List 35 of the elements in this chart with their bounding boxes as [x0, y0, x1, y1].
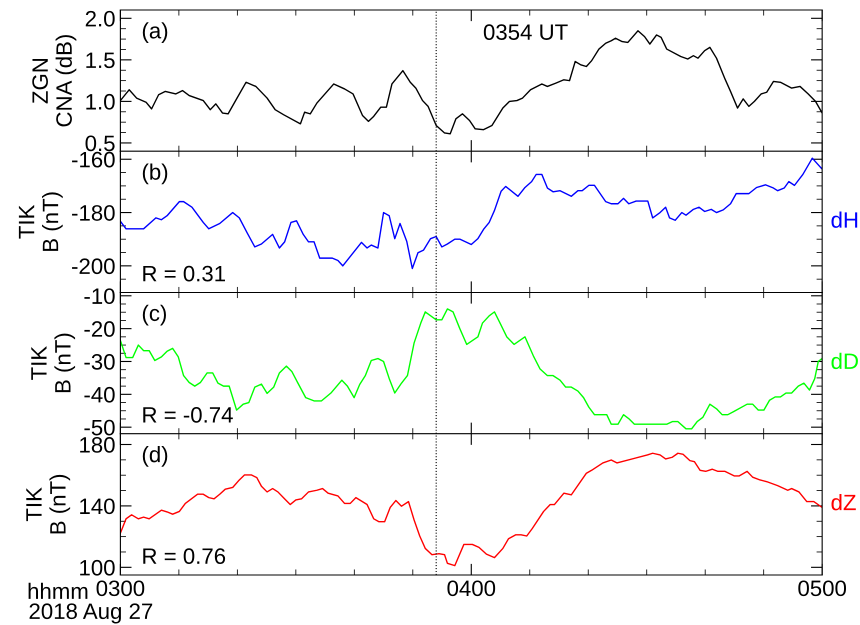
- x-tick-label: 0500: [798, 580, 846, 596]
- annotation: (b): [142, 163, 168, 184]
- y-tick-label: -200: [72, 258, 115, 274]
- y-axis-title: ZGN CNA (dB): [32, 35, 76, 126]
- annotation: (d): [142, 446, 168, 467]
- y-tick-label: 180: [80, 437, 115, 453]
- annotation: (c): [142, 304, 166, 326]
- x-tick-label: 0300: [96, 580, 144, 596]
- y-tick-label: 100: [80, 560, 115, 576]
- annotation: (a): [142, 22, 168, 43]
- series-label: dZ: [832, 494, 856, 510]
- annotation: R = -0.74: [143, 407, 233, 423]
- text: 2018 Aug 27: [30, 603, 152, 624]
- series-label: dH: [832, 212, 858, 228]
- y-tick-label: -50: [84, 420, 115, 436]
- series-label: dD: [832, 352, 858, 370]
- y-tick-label: -180: [72, 205, 115, 221]
- y-tick-label: 140: [80, 498, 115, 514]
- y-tick-label: -20: [84, 321, 115, 337]
- y-axis-title: TIK B (nT): [31, 334, 76, 392]
- y-tick-label: 2.0: [86, 10, 115, 27]
- y-tick-label: 1.0: [86, 94, 115, 110]
- text: hhmm: [28, 582, 88, 599]
- x-tick-label: 0400: [447, 580, 496, 596]
- y-tick-label: 1.5: [86, 52, 115, 68]
- y-tick-label: -10: [84, 288, 115, 304]
- y-tick-label: 0.5: [86, 135, 115, 152]
- y-tick-label: -40: [84, 386, 115, 403]
- annotation: R = 0.76: [143, 548, 226, 564]
- y-axis-title: TIK B (nT): [18, 192, 63, 251]
- ref-line-label: 0354 UT: [484, 24, 568, 40]
- y-tick-label: -30: [84, 354, 115, 370]
- annotation: R = 0.31: [143, 266, 225, 282]
- y-axis-title: TIK B (nT): [26, 474, 70, 534]
- y-tick-label: -160: [72, 152, 115, 168]
